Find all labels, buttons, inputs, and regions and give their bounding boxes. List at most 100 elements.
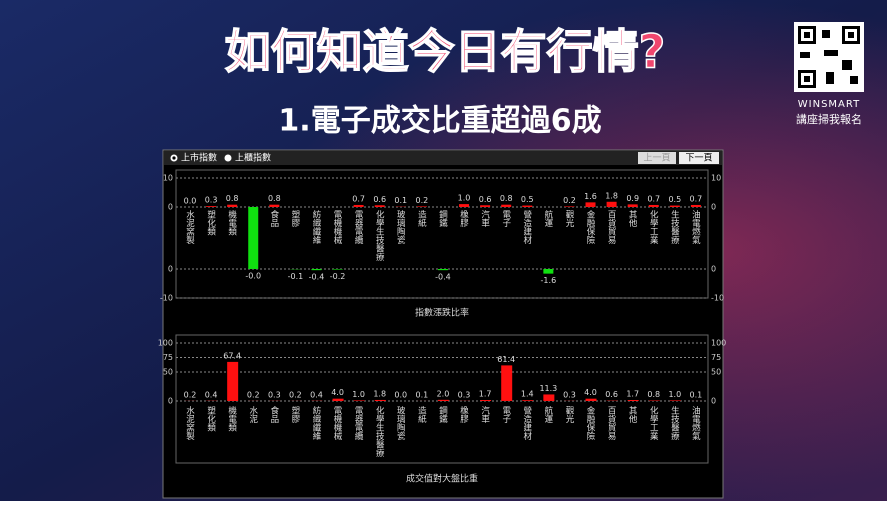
bar	[543, 394, 554, 401]
value-label: 67.4	[223, 351, 241, 360]
radio[interactable]	[225, 155, 232, 162]
category-label: 電器電纜	[353, 406, 363, 441]
value-label: 1.8	[373, 389, 386, 398]
category-label: 塑化類	[206, 210, 216, 236]
value-label: -0.4	[309, 273, 325, 282]
value-label: 0.3	[458, 390, 471, 399]
category-label: 水泥窯製	[185, 209, 195, 245]
category-label: 電機機械	[332, 210, 342, 245]
bar	[586, 202, 596, 207]
value-label: 0.8	[268, 194, 281, 203]
bar	[501, 365, 512, 401]
category-label: 食品	[269, 405, 279, 424]
category-label: 化學工業	[648, 405, 658, 441]
value-label: 1.0	[352, 390, 365, 399]
category-label: 紡織纖維	[311, 209, 321, 245]
category-label: 營造建材	[522, 405, 532, 440]
option[interactable]: 上櫃指數	[235, 152, 271, 164]
value-label: 0.3	[268, 390, 281, 399]
category-label: 玻璃陶瓷	[395, 405, 405, 441]
category-label: 水泥	[248, 405, 258, 424]
y-tick-label: -10	[711, 294, 724, 303]
y-tick-label: 0	[711, 203, 716, 212]
bar	[501, 205, 511, 207]
bar	[227, 205, 237, 207]
category-label: 金融保險	[585, 209, 595, 245]
bar	[522, 400, 533, 401]
value-label: -0.1	[288, 272, 304, 281]
value-label: 4.0	[584, 388, 597, 397]
category-label: 營造建材	[522, 209, 532, 244]
category-label: 航運	[543, 209, 553, 228]
category-label: 汽車	[480, 405, 490, 424]
radio-dot	[172, 156, 175, 159]
category-label: 電器電纜	[353, 210, 363, 245]
bar	[248, 207, 258, 269]
y-tick-label: 75	[711, 353, 721, 362]
x-axis-label: 指數漲跌比率	[415, 307, 469, 319]
bar	[438, 269, 448, 270]
bar	[480, 205, 490, 207]
value-label: 0.2	[247, 390, 260, 399]
category-label: 水泥窯製	[185, 405, 195, 441]
bar	[438, 400, 449, 401]
value-label: 0.9	[626, 194, 639, 203]
bar	[311, 269, 321, 270]
category-label: 食品	[269, 209, 279, 228]
value-label: 1.7	[479, 390, 492, 399]
y-tick-label: 10	[711, 174, 721, 183]
value-label: 0.7	[352, 194, 365, 203]
category-label: 生技醫療	[669, 209, 679, 244]
bar	[269, 205, 279, 207]
category-label: 航運	[543, 405, 553, 424]
value-label: 0.4	[310, 390, 323, 399]
category-label: 塑化類	[206, 406, 216, 432]
button-label[interactable]: 下一頁	[685, 153, 712, 164]
category-label: 造紙	[416, 405, 426, 424]
bar	[607, 202, 617, 207]
bar	[670, 206, 680, 207]
value-label: 1.8	[605, 191, 618, 200]
category-label: 鋼鐵	[437, 209, 447, 228]
y-tick-label: 50	[711, 368, 721, 377]
bar	[459, 204, 469, 207]
category-label: 觀光	[564, 209, 574, 228]
bar	[691, 205, 701, 207]
brand: WINSMART	[798, 99, 860, 110]
y-tick-label: 10	[163, 174, 173, 183]
y-tick-label: 100	[711, 339, 726, 348]
y-tick-label: 75	[163, 353, 173, 362]
value-label: -0.2	[330, 272, 346, 281]
value-label: 2.0	[437, 389, 450, 398]
cta: 講座掃我報名	[796, 112, 862, 126]
value-label: 0.3	[563, 390, 576, 399]
category-label: 橡膠	[459, 209, 469, 228]
value-label: -0.0	[245, 272, 261, 281]
value-label: 1.0	[668, 390, 681, 399]
bar	[333, 269, 343, 270]
category-label: 汽車	[480, 209, 490, 228]
category-label: 電機機械	[332, 406, 342, 441]
bar	[586, 399, 597, 401]
value-label: 4.0	[331, 388, 344, 397]
category-label: 紡織纖維	[311, 405, 321, 441]
value-label: 0.7	[647, 194, 660, 203]
category-label: 造紙	[416, 209, 426, 228]
value-label: 0.8	[500, 194, 513, 203]
category-label: 化學生技醫療	[374, 209, 384, 261]
option[interactable]: 上市指數	[181, 152, 217, 164]
category-label: 其他	[627, 406, 637, 424]
value-label: 0.2	[416, 196, 429, 205]
y-tick-label: 0	[168, 265, 173, 274]
category-label: 塑膠	[290, 406, 300, 424]
bar	[480, 400, 491, 401]
bar	[227, 362, 238, 401]
bar	[417, 206, 427, 207]
category-label: 百貨貿易	[606, 406, 616, 441]
bar	[522, 206, 532, 207]
y-tick-label: 100	[158, 339, 173, 348]
value-label: 0.6	[605, 390, 618, 399]
button-label[interactable]: 上一頁	[643, 153, 670, 164]
value-label: 0.2	[184, 390, 197, 399]
